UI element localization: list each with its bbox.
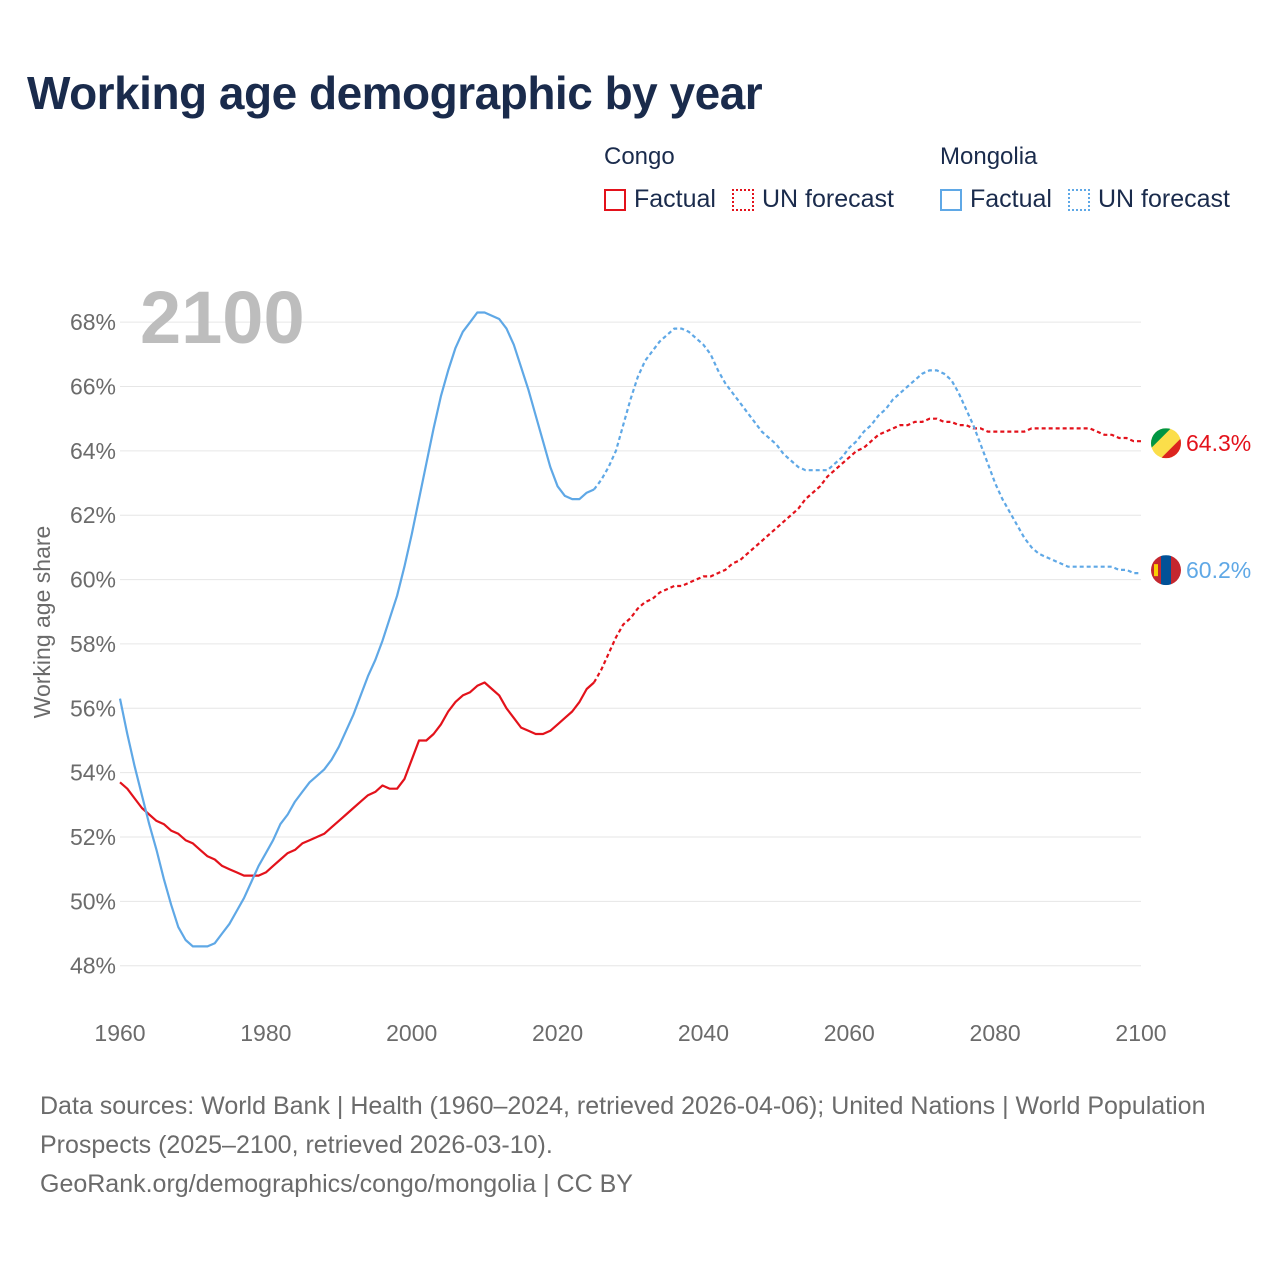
flag-soyombo — [1154, 564, 1158, 577]
x-tick-label: 2000 — [386, 1020, 437, 1046]
flag-stripe-green — [1151, 428, 1171, 449]
flag-stripes — [1151, 428, 1181, 459]
x-tick-label: 2040 — [678, 1020, 729, 1046]
end-label-mongolia: 60.2% — [1186, 557, 1251, 583]
legend-group-name-congo: Congo — [604, 143, 675, 170]
x-tick-label: 2060 — [824, 1020, 875, 1046]
legend-mongolia-forecast[interactable]: UN forecast — [1067, 185, 1230, 214]
data-sources-text: Data sources: World Bank | Health (1960–… — [40, 1092, 1206, 1159]
x-tick-label: 2020 — [532, 1020, 583, 1046]
x-tick-label: 2100 — [1115, 1020, 1166, 1046]
x-tick-label: 1960 — [94, 1020, 145, 1046]
line-chart: 48% 50% 52% 54% 56% 58% 60% 62% 64% 66% 68% 1960 198… — [29, 276, 1251, 1046]
legend-label: Factual — [970, 185, 1052, 213]
y-tick-label: 58% — [70, 631, 116, 657]
legend-mongolia: Mongolia Factual UN forecast — [940, 143, 1230, 214]
flag-stripe-red — [1161, 438, 1181, 459]
legend-group-name-mongolia: Mongolia — [940, 143, 1038, 170]
end-label-congo: 64.3% — [1186, 430, 1251, 456]
legend-label: Factual — [634, 185, 716, 213]
legend-label: UN forecast — [761, 185, 894, 213]
chart-title: Working age demographic by year — [27, 67, 763, 119]
year-watermark: 2100 — [140, 276, 305, 359]
legend-swatch-dotted-icon — [1067, 188, 1090, 211]
y-tick-label: 54% — [70, 760, 116, 786]
y-tick-label: 52% — [70, 824, 116, 850]
legend-swatch-solid-icon — [604, 188, 626, 211]
footer: Data sources: World Bank | Health (1960–… — [40, 1087, 1220, 1204]
legend-swatch-solid-icon — [940, 188, 962, 211]
legend-congo: Congo Factual UN forecast — [604, 143, 894, 214]
legend-label: UN forecast — [1097, 185, 1230, 213]
flag-stripe-blue — [1161, 555, 1171, 586]
credit-link[interactable]: GeoRank.org/demographics/congo/mongolia … — [40, 1170, 633, 1198]
y-tick-label: 50% — [70, 888, 116, 914]
mongolia-flag-icon — [1151, 555, 1181, 586]
series-line-forecast-mongolia — [593, 327, 1141, 575]
series-line-factual-mongolia — [118, 311, 595, 948]
flag-stripe-red — [1171, 555, 1181, 586]
y-tick-label: 66% — [70, 374, 116, 400]
y-axis-label: Working age share — [29, 526, 55, 719]
series-line-factual-congo — [119, 681, 595, 877]
y-tick-label: 68% — [70, 309, 116, 335]
series-line-forecast-congo — [593, 417, 1141, 684]
y-tick-label: 60% — [70, 567, 116, 593]
legend-congo-factual[interactable]: Factual — [604, 185, 716, 214]
legend-mongolia-factual[interactable]: Factual — [940, 185, 1052, 214]
legend-congo-forecast[interactable]: UN forecast — [731, 185, 894, 214]
y-tick-label: 62% — [70, 502, 116, 528]
y-tick-label: 64% — [70, 438, 116, 464]
congo-flag-icon — [1151, 428, 1181, 459]
y-tick-label: 48% — [70, 953, 116, 979]
x-tick-label: 1980 — [240, 1020, 291, 1046]
flag-stripes — [1151, 555, 1181, 586]
y-tick-label: 56% — [70, 695, 116, 721]
legend-swatch-dotted-icon — [731, 188, 754, 211]
x-tick-label: 2080 — [970, 1020, 1021, 1046]
